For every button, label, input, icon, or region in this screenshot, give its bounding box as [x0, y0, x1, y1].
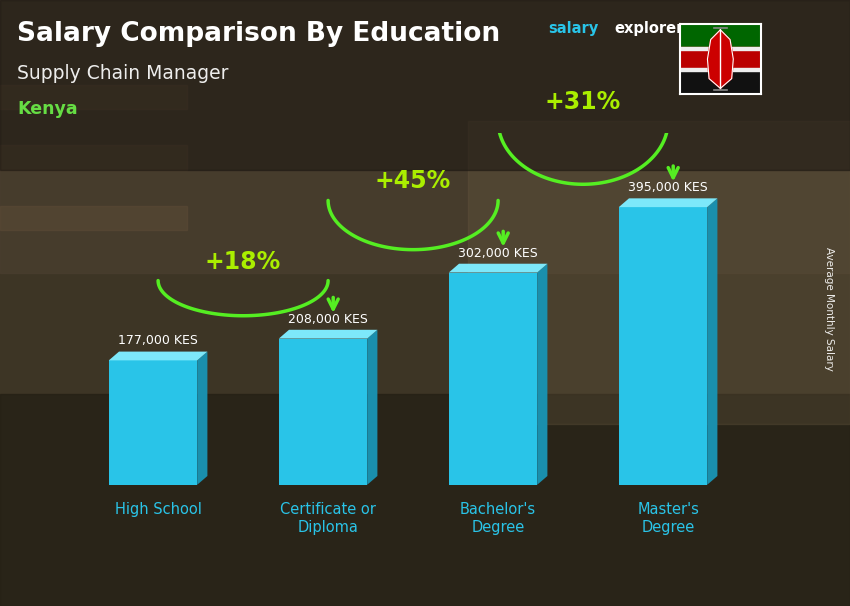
Text: High School: High School	[115, 502, 201, 518]
Bar	[109, 361, 197, 485]
Bar	[0, 145, 187, 170]
Text: Master's
Degree: Master's Degree	[638, 502, 699, 534]
Text: Average Monthly Salary: Average Monthly Salary	[824, 247, 834, 371]
Bar	[619, 207, 707, 485]
Bar	[680, 47, 761, 71]
Text: +31%: +31%	[545, 90, 621, 114]
Text: Supply Chain Manager: Supply Chain Manager	[17, 64, 229, 82]
Bar	[680, 47, 761, 50]
Bar	[680, 71, 761, 94]
Bar	[680, 68, 761, 72]
Text: Bachelor's
Degree: Bachelor's Degree	[460, 502, 536, 534]
Polygon shape	[197, 351, 207, 485]
Polygon shape	[619, 198, 717, 207]
Text: Certificate or
Diploma: Certificate or Diploma	[280, 502, 376, 534]
Bar	[680, 24, 761, 47]
Text: salary: salary	[548, 21, 598, 36]
Bar	[468, 121, 850, 424]
Polygon shape	[109, 351, 207, 361]
Bar	[449, 273, 537, 485]
Bar	[0, 0, 850, 273]
Text: +45%: +45%	[375, 170, 451, 193]
Polygon shape	[279, 330, 377, 339]
Bar	[0, 394, 850, 606]
Polygon shape	[707, 198, 717, 485]
Text: 208,000 KES: 208,000 KES	[288, 313, 368, 325]
Text: +18%: +18%	[205, 250, 281, 273]
Bar	[279, 339, 367, 485]
Polygon shape	[707, 30, 734, 88]
Bar	[0, 0, 850, 170]
Bar	[0, 206, 187, 230]
Text: Kenya: Kenya	[17, 100, 77, 118]
Text: 395,000 KES: 395,000 KES	[628, 181, 708, 194]
Text: Salary Comparison By Education: Salary Comparison By Education	[17, 21, 500, 47]
Polygon shape	[449, 264, 547, 273]
Text: 302,000 KES: 302,000 KES	[458, 247, 538, 259]
Bar	[0, 85, 187, 109]
Text: 177,000 KES: 177,000 KES	[118, 335, 198, 347]
Polygon shape	[537, 264, 547, 485]
Polygon shape	[367, 330, 377, 485]
Text: explorer.com: explorer.com	[615, 21, 722, 36]
